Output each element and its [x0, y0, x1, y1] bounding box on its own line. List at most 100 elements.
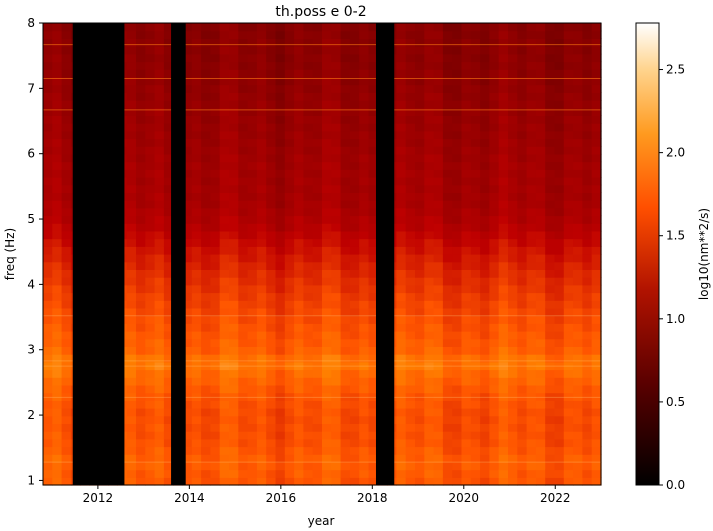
heatmap-cell: [349, 461, 360, 471]
heatmap-cell: [396, 300, 407, 309]
heatmap-cell: [275, 146, 286, 155]
heatmap-cell: [52, 461, 63, 471]
heatmap-cell: [359, 76, 370, 86]
heatmap-cell: [489, 269, 500, 278]
heatmap-cell: [331, 238, 342, 247]
heatmap-cell: [322, 384, 332, 394]
heatmap-cell: [275, 192, 286, 201]
heatmap-cell: [508, 423, 518, 432]
heatmap-cell: [126, 415, 137, 424]
heatmap-cell: [136, 338, 146, 347]
heatmap-cell: [266, 423, 277, 432]
heatmap-cell: [563, 215, 574, 224]
heatmap-cell: [284, 438, 295, 448]
heatmap-cell: [340, 361, 351, 371]
heatmap-cell: [349, 76, 360, 86]
heatmap-cell: [461, 454, 472, 463]
heatmap-cell: [433, 23, 444, 32]
heatmap-cell: [322, 123, 332, 132]
heatmap-cell: [545, 307, 556, 317]
heatmap-cell: [303, 192, 314, 201]
heatmap-cell: [489, 408, 500, 417]
heatmap-cell: [349, 431, 360, 440]
heatmap-cell: [163, 477, 174, 486]
heatmap-cell: [498, 261, 509, 270]
heatmap-cell: [275, 254, 286, 263]
heatmap-cell: [405, 92, 416, 101]
heatmap-cell: [145, 338, 156, 347]
heatmap-cell: [498, 207, 509, 217]
heatmap-cell: [461, 315, 472, 324]
heatmap-cell: [247, 46, 258, 55]
heatmap-cell: [145, 331, 156, 340]
heatmap-cell: [284, 461, 295, 471]
heatmap-cell: [312, 230, 323, 240]
heatmap-cell: [238, 23, 249, 32]
heatmap-cell: [182, 454, 193, 463]
heatmap-cell: [312, 23, 323, 32]
heatmap-cell: [229, 153, 239, 163]
heatmap-cell: [480, 446, 490, 455]
heatmap-cell: [396, 238, 407, 247]
heatmap-cell: [229, 246, 239, 255]
heatmap-cell: [415, 123, 425, 132]
heatmap-cell: [582, 284, 593, 294]
heatmap-cell: [331, 207, 342, 217]
heatmap-cell: [201, 315, 211, 324]
heatmap-cell: [349, 361, 360, 371]
heatmap-cell: [247, 130, 258, 140]
heatmap-cell: [582, 30, 593, 39]
heatmap-cell: [405, 292, 416, 301]
heatmap-cell: [256, 331, 267, 340]
heatmap-cell: [145, 377, 156, 386]
heatmap-cell: [266, 277, 277, 286]
heatmap-cell: [275, 115, 286, 124]
heatmap-cell: [349, 92, 360, 101]
heatmap-cell: [145, 369, 156, 378]
heatmap-cell: [433, 369, 444, 378]
heatmap-cell: [508, 469, 518, 478]
heatmap-cell: [349, 23, 360, 32]
heatmap-cell: [229, 277, 239, 286]
heatmap-cell: [154, 438, 165, 448]
heatmap-cell: [563, 400, 574, 409]
heatmap-cell: [154, 115, 165, 124]
heatmap-cell: [238, 323, 249, 332]
heatmap-cell: [480, 223, 490, 232]
heatmap-cell: [349, 238, 360, 247]
heatmap-cell: [238, 254, 249, 263]
heatmap-cell: [182, 46, 193, 55]
heatmap-cell: [442, 61, 453, 70]
heatmap-cell: [331, 408, 342, 417]
heatmap-cell: [405, 377, 416, 386]
heatmap-cell: [452, 454, 463, 463]
heatmap-cell: [545, 177, 556, 186]
heatmap-cell: [582, 331, 593, 340]
heatmap-cell: [303, 92, 314, 101]
heatmap-cell: [452, 153, 463, 163]
heatmap-cell: [526, 261, 537, 270]
heatmap-cell: [359, 384, 370, 394]
heatmap-cell: [154, 23, 165, 32]
heatmap-cell: [573, 323, 583, 332]
heatmap-cell: [201, 477, 211, 486]
heatmap-cell: [340, 261, 351, 270]
heatmap-cell: [470, 431, 481, 440]
heatmap-cell: [163, 53, 174, 63]
heatmap-cell: [349, 138, 360, 147]
heatmap-cell: [229, 215, 239, 224]
heatmap-cell: [238, 92, 249, 101]
heatmap-cell: [163, 277, 174, 286]
heatmap-cell: [396, 469, 407, 478]
heatmap-cell: [61, 130, 72, 140]
heatmap-cell: [145, 315, 156, 324]
heatmap-cell: [154, 223, 165, 232]
heatmap-cell: [573, 115, 583, 124]
heatmap-cell: [349, 123, 360, 132]
heatmap-cell: [461, 269, 472, 278]
heatmap-cell: [480, 477, 490, 486]
heatmap-cell: [349, 69, 360, 78]
heatmap-cell: [303, 292, 314, 301]
heatmap-cell: [229, 369, 239, 378]
heatmap-cell: [52, 92, 63, 101]
